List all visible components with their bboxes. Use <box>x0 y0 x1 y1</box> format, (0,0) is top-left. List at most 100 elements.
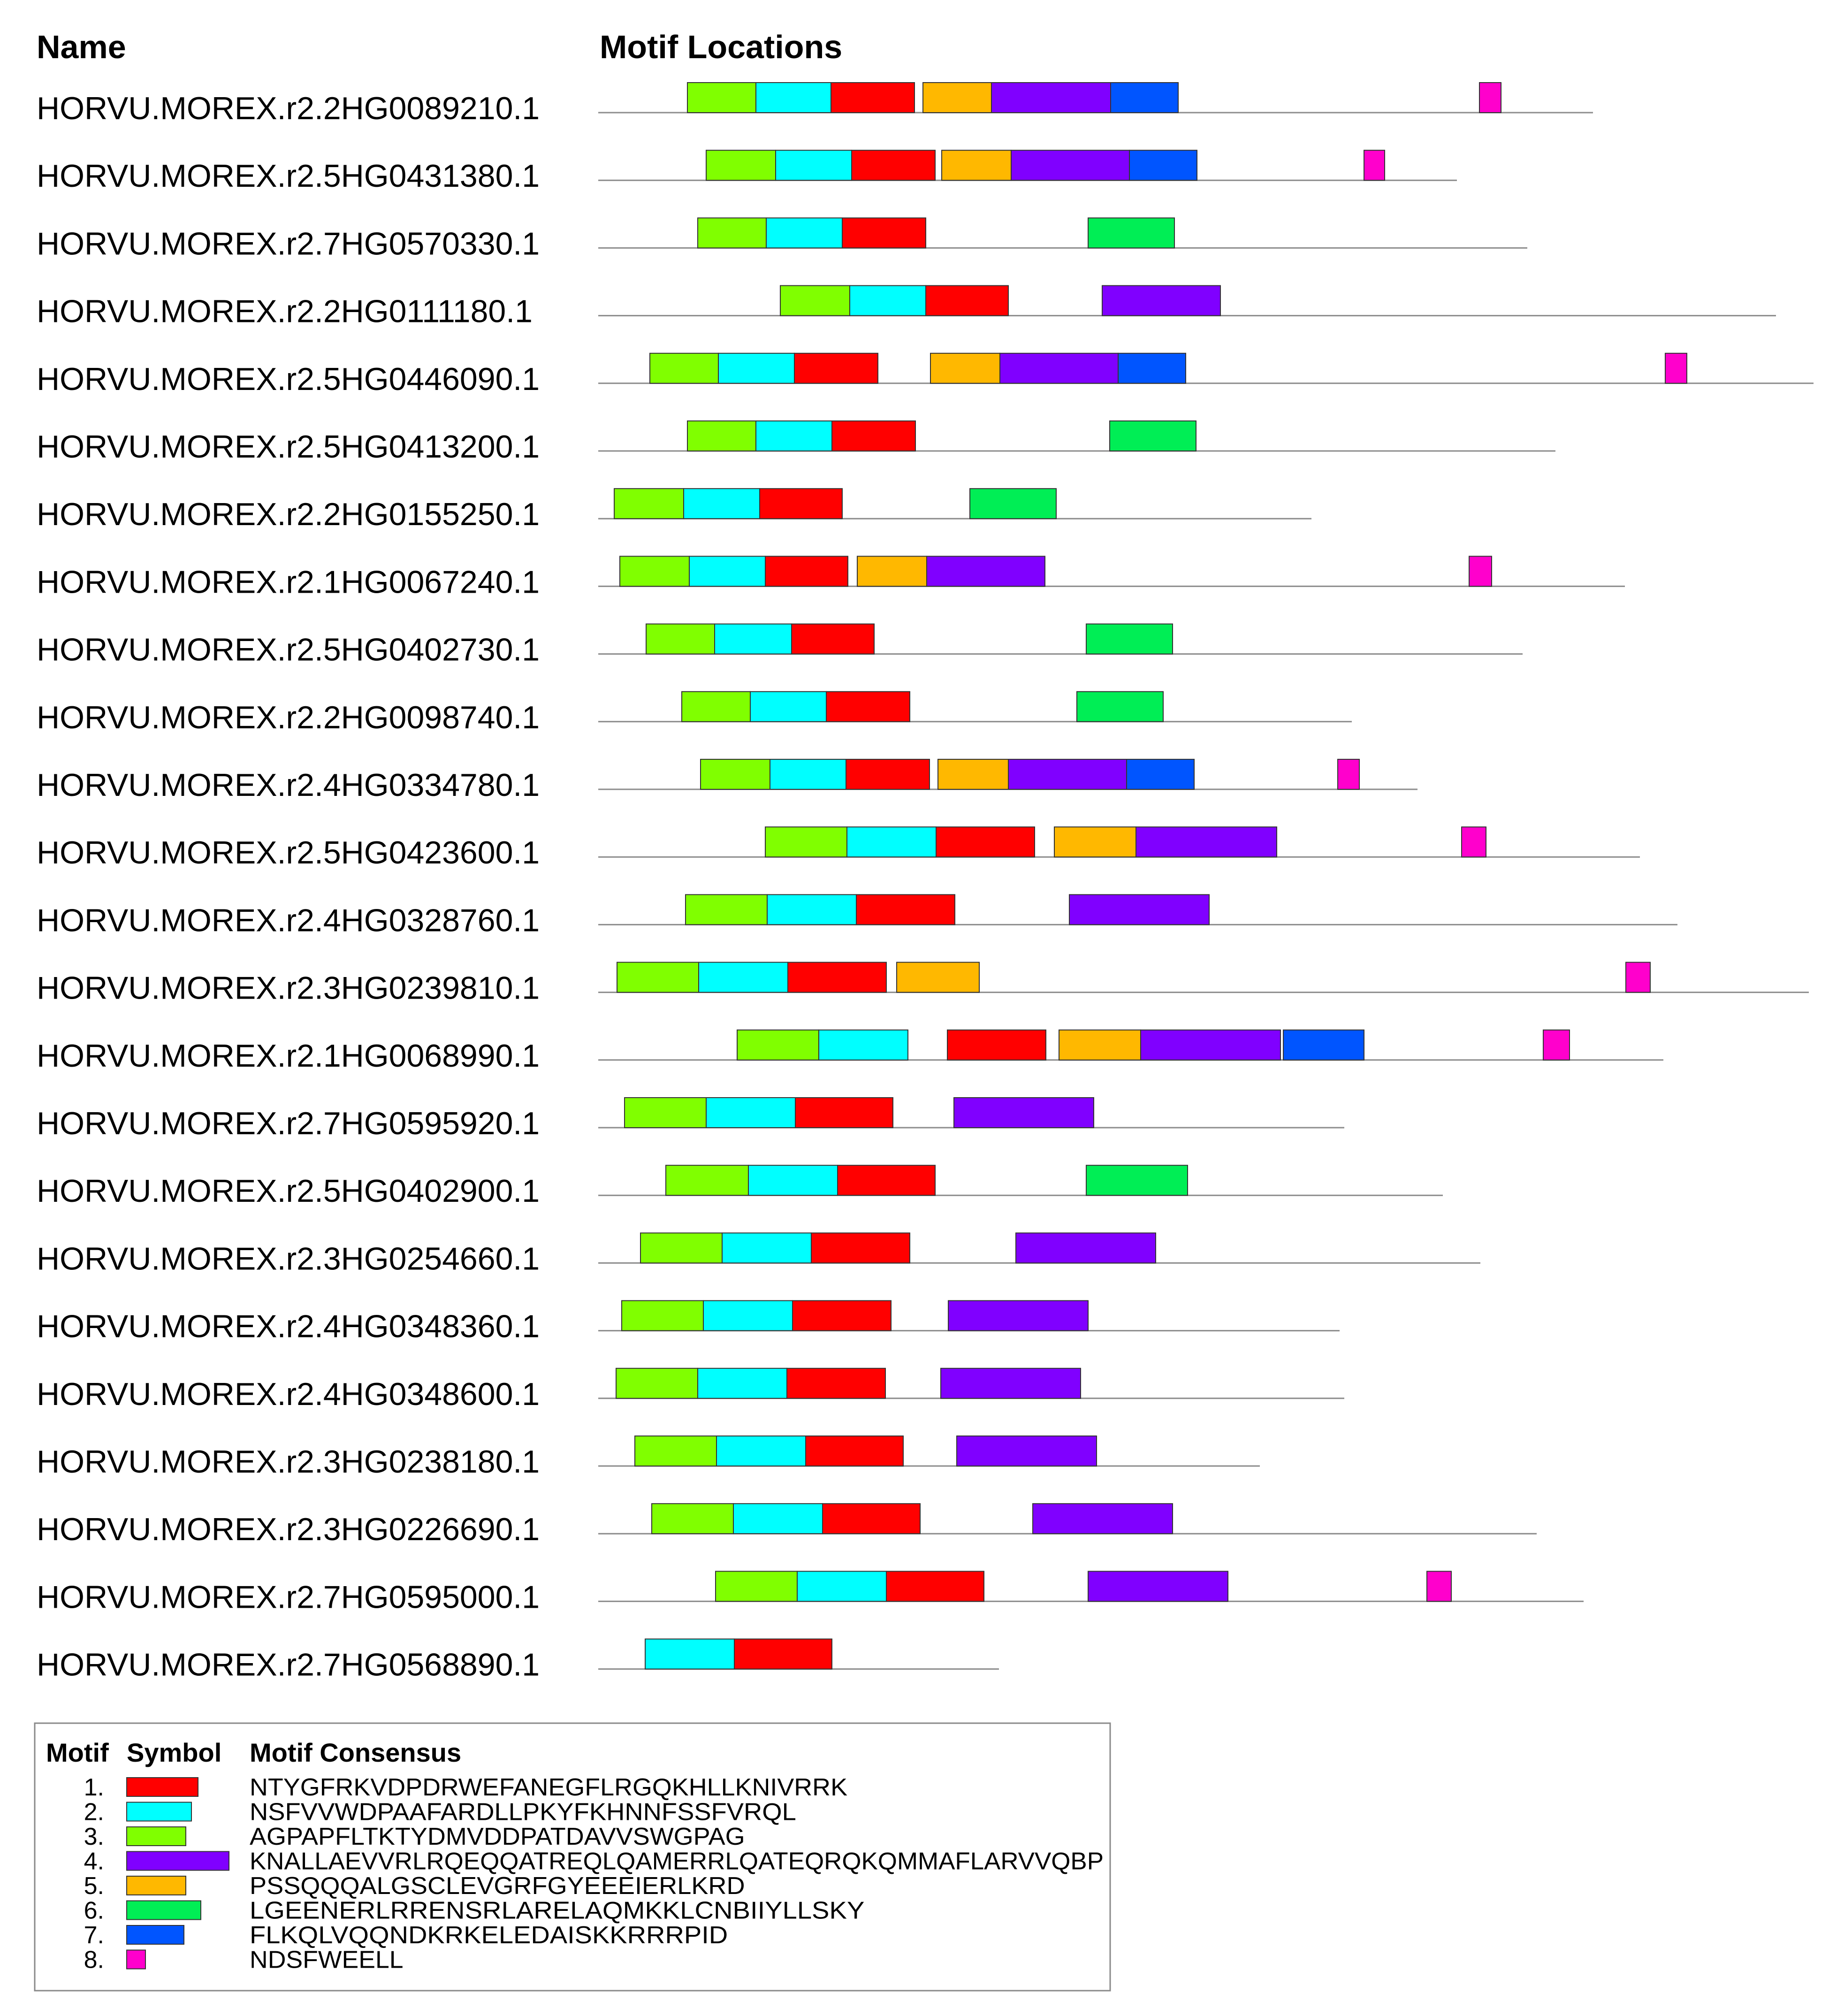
gene-name: HORVU.MOREX.r2.4HG0328760.1 <box>37 902 540 938</box>
motif-3-box <box>685 894 768 925</box>
legend-symbol-header: Symbol <box>127 1738 221 1767</box>
legend-entry: 2. NSFVVWDPAAFARDLLPKYFKHNNFSSFVRQL <box>84 1799 796 1826</box>
motif-2-box <box>797 1571 887 1602</box>
motif-3-box <box>651 1503 734 1535</box>
motif-4-box <box>1069 894 1210 925</box>
motif-1-box <box>765 556 848 587</box>
motif-4-box <box>948 1300 1089 1331</box>
motif-1-box <box>837 1165 936 1196</box>
legend-entries: 1. NTYGFRKVDPDRWEFANEGFLRGQKHLLKNIVRRK 2. N… <box>84 1774 1104 1974</box>
motif-4-box <box>999 352 1119 384</box>
gene-name: HORVU.MOREX.r2.4HG0348360.1 <box>37 1309 540 1344</box>
motif-2-box <box>767 894 857 925</box>
motif-1-box <box>786 1367 886 1399</box>
gene-name: HORVU.MOREX.r2.2HG0111180.1 <box>37 294 533 329</box>
motif-1-box <box>794 352 878 384</box>
motif-3-box <box>616 1367 698 1399</box>
motif-4-box <box>1011 150 1130 181</box>
legend-motif-consensus: PSSQQQALGSCLEVGRFGYEEEIERLKRD <box>250 1872 745 1900</box>
motif-2-box <box>775 150 852 181</box>
legend-motif-number: 7. <box>84 1922 104 1949</box>
gene-row: HORVU.MOREX.r2.1HG0067240.1 <box>37 556 1625 600</box>
gene-row: HORVU.MOREX.r2.7HG0570330.1 <box>37 217 1527 261</box>
motif-3-box <box>614 488 684 519</box>
motif-6-box <box>1088 217 1175 249</box>
motif-3-box <box>617 962 699 993</box>
motif-7-box <box>1126 759 1195 790</box>
legend-entry: 1. NTYGFRKVDPDRWEFANEGFLRGQKHLLKNIVRRK <box>84 1774 848 1801</box>
motif-5-box <box>922 82 992 113</box>
motif-5-box <box>1054 826 1136 858</box>
motif-7-box <box>1118 352 1186 384</box>
motif-5-box <box>930 352 1000 384</box>
motif-1-box <box>886 1571 984 1602</box>
gene-row: HORVU.MOREX.r2.7HG0568890.1 <box>37 1638 999 1683</box>
gene-row: HORVU.MOREX.r2.2HG0089210.1 <box>37 82 1593 126</box>
motif-3-box <box>640 1232 723 1264</box>
gene-row: HORVU.MOREX.r2.1HG0068990.1 <box>37 1029 1663 1074</box>
gene-row: HORVU.MOREX.r2.7HG0595000.1 <box>37 1571 1584 1615</box>
motif-4-box <box>1136 826 1277 858</box>
legend-motif-4-symbol <box>126 1851 229 1871</box>
motif-1-box <box>846 759 930 790</box>
gene-name: HORVU.MOREX.r2.3HG0226690.1 <box>37 1512 540 1547</box>
motif-3-box <box>634 1436 717 1466</box>
motif-1-box <box>734 1638 832 1670</box>
gene-name: HORVU.MOREX.r2.4HG0334780.1 <box>37 767 540 803</box>
legend-motif-5-symbol <box>126 1876 186 1895</box>
motif-8-box <box>1461 826 1486 858</box>
legend-motif-number: 3. <box>84 1823 104 1850</box>
gene-row: HORVU.MOREX.r2.2HG0155250.1 <box>37 488 1311 532</box>
gene-row: HORVU.MOREX.r2.2HG0098740.1 <box>37 691 1352 735</box>
motif-8-box <box>1665 352 1687 384</box>
motif-legend: Motif Symbol Motif Consensus 1. NTYGFRKVD… <box>34 1722 1111 1992</box>
motif-2-box <box>849 285 926 316</box>
motif-2-box <box>755 420 832 451</box>
motif-6-box <box>1086 623 1173 655</box>
motif-6-box <box>1086 1165 1188 1196</box>
motif-3-box <box>619 556 690 587</box>
legend-motif-6-symbol <box>126 1900 201 1920</box>
gene-name: HORVU.MOREX.r2.2HG0155250.1 <box>37 496 540 532</box>
gene-row: HORVU.MOREX.r2.3HG0226690.1 <box>37 1503 1537 1547</box>
gene-row: HORVU.MOREX.r2.4HG0348600.1 <box>37 1367 1344 1412</box>
gene-name: HORVU.MOREX.r2.7HG0568890.1 <box>37 1647 540 1683</box>
motif-6-box <box>1076 691 1164 722</box>
gene-row: HORVU.MOREX.r2.3HG0239810.1 <box>37 962 1809 1006</box>
gene-name: HORVU.MOREX.r2.2HG0098740.1 <box>37 700 540 735</box>
motif-4-box <box>926 556 1045 587</box>
motif-2-box <box>716 1436 806 1466</box>
motif-2-box <box>846 826 937 858</box>
motif-1-box <box>805 1436 904 1466</box>
gene-row: HORVU.MOREX.r2.7HG0595920.1 <box>37 1097 1344 1141</box>
legend-motif-number: 6. <box>84 1897 104 1924</box>
motif-1-box <box>851 150 936 181</box>
motif-4-box <box>991 82 1111 113</box>
legend-entry: 3. AGPAPFLTKTYDMVDDPATDAVVSWGPAG <box>84 1823 745 1850</box>
motif-5-box <box>937 759 1009 790</box>
motif-4-box <box>1032 1503 1173 1535</box>
legend-motif-7-symbol <box>126 1925 184 1945</box>
motif-1-box <box>936 826 1035 858</box>
motif-2-box <box>770 759 846 790</box>
gene-name: HORVU.MOREX.r2.1HG0067240.1 <box>37 564 540 600</box>
gene-row: HORVU.MOREX.r2.5HG0423600.1 <box>37 826 1640 871</box>
motif-3-box <box>624 1097 707 1128</box>
motif-3-box <box>715 1571 798 1602</box>
motif-2-box <box>718 352 795 384</box>
motif-2-box <box>714 623 792 655</box>
gene-name: HORVU.MOREX.r2.5HG0423600.1 <box>37 835 540 871</box>
gene-name: HORVU.MOREX.r2.1HG0068990.1 <box>37 1038 540 1074</box>
motif-4-box <box>1015 1232 1156 1264</box>
legend-motif-consensus: FLKQLVQQNDKRKELEDAISKKRRRPID <box>250 1922 728 1949</box>
gene-row: HORVU.MOREX.r2.4HG0334780.1 <box>37 759 1417 803</box>
motif-2-box <box>645 1638 735 1670</box>
motif-rows: HORVU.MOREX.r2.2HG0089210.1 HORVU.MOREX.r… <box>37 82 1814 1683</box>
motif-8-box <box>1469 556 1492 587</box>
motif-2-box <box>750 691 827 722</box>
gene-row: HORVU.MOREX.r2.3HG0254660.1 <box>37 1232 1480 1276</box>
motif-5-box <box>857 556 927 587</box>
name-column-header: Name <box>37 29 126 65</box>
motif-1-box <box>787 962 887 993</box>
